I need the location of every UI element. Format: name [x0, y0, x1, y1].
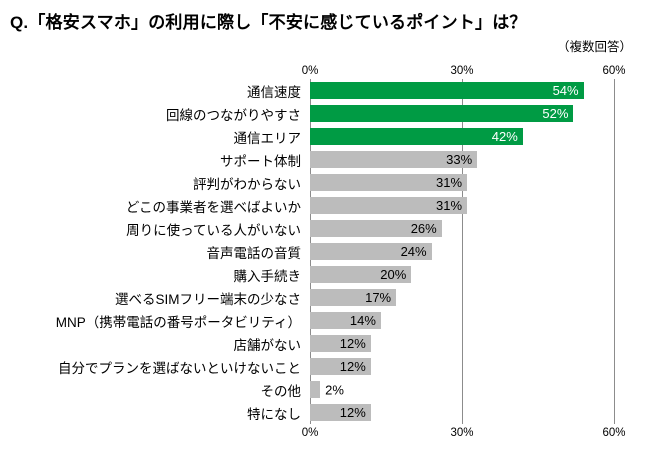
- chart-row: 評判がわからない 31%: [10, 171, 614, 194]
- bar-track: 42%: [310, 125, 614, 148]
- bar-highlighted: 54%: [310, 82, 584, 99]
- x-axis-tick: 0%: [301, 427, 319, 439]
- horizontal-bar-chart: 0% 30% 60% 通信速度 54% 回線のつながりやすさ 52% 通信エリア 42% サポー…: [10, 61, 626, 442]
- chart-note-multiple-answers: （複数回答）: [556, 40, 632, 54]
- x-axis-tick: 60%: [602, 427, 626, 439]
- bar-track: 12%: [310, 332, 614, 355]
- gridline: [462, 79, 463, 424]
- x-axis-bottom: 0% 30% 60%: [10, 424, 626, 442]
- chart-row: 自分でプランを選ばないといけないこと 12%: [10, 355, 614, 378]
- bar: 31%: [310, 174, 468, 191]
- bar: 12%: [310, 358, 371, 375]
- category-label: 通信エリア: [233, 130, 302, 146]
- value-label: 12%: [339, 359, 366, 374]
- axis-spacer: [10, 61, 310, 79]
- chart-row: 特になし 12%: [10, 401, 614, 424]
- category-label: 通信速度: [247, 84, 301, 100]
- category-label: 選べるSIMフリー端末の少なさ: [114, 291, 301, 307]
- category-label: どこの事業者を選べばよいか: [125, 199, 301, 215]
- category-label: 回線のつながりやすさ: [166, 107, 301, 123]
- value-label: 14%: [349, 313, 376, 328]
- chart-row: 通信エリア 42%: [10, 125, 614, 148]
- chart-row: 通信速度 54%: [10, 79, 614, 102]
- bar-track: 31%: [310, 194, 614, 217]
- category-label: 評判がわからない: [193, 176, 301, 192]
- bar-track: 17%: [310, 286, 614, 309]
- axis-spacer: [10, 424, 310, 442]
- chart-row: 店舗がない 12%: [10, 332, 614, 355]
- bar-rows: 通信速度 54% 回線のつながりやすさ 52% 通信エリア 42% サポート体制 33% 評判が…: [10, 79, 614, 424]
- value-label: 33%: [446, 152, 473, 167]
- category-label: 自分でプランを選ばないといけないこと: [58, 360, 301, 376]
- chart-row: 音声電話の音質 24%: [10, 240, 614, 263]
- chart-row: 選べるSIMフリー端末の少なさ 17%: [10, 286, 614, 309]
- bar-highlighted: 52%: [310, 105, 574, 122]
- value-label: 42%: [491, 129, 518, 144]
- value-label: 2%: [325, 382, 344, 397]
- bar-track: 2%: [310, 378, 614, 401]
- x-axis-top-ticks: 0% 30% 60%: [302, 61, 626, 79]
- bar-track: 33%: [310, 148, 614, 171]
- x-axis-bottom-ticks: 0% 30% 60%: [302, 424, 626, 442]
- category-label: MNP（携帯電話の番号ポータビリティ）: [55, 314, 301, 330]
- chart-title: Q.「格安スマホ」の利用に際し「不安に感じているポイント」は？: [10, 13, 527, 32]
- plot-area: 通信速度 54% 回線のつながりやすさ 52% 通信エリア 42% サポート体制 33% 評判が…: [10, 79, 615, 424]
- category-label: 店舗がない: [233, 337, 302, 353]
- x-axis-top: 0% 30% 60%: [10, 61, 626, 79]
- value-label: 54%: [552, 83, 579, 98]
- bar-track: 20%: [310, 263, 614, 286]
- value-label: 31%: [436, 198, 463, 213]
- value-label: 24%: [400, 244, 427, 259]
- bar: 33%: [310, 151, 478, 168]
- chart-header: Q.「格安スマホ」の利用に際し「不安に感じているポイント」は？ （複数回答）: [0, 0, 650, 55]
- category-label: 周りに使っている人がいない: [126, 222, 301, 238]
- bar-track: 14%: [310, 309, 614, 332]
- value-label: 31%: [436, 175, 463, 190]
- bar: 14%: [310, 312, 381, 329]
- value-label: 12%: [339, 336, 366, 351]
- chart-row: 回線のつながりやすさ 52%: [10, 102, 614, 125]
- bar-track: 52%: [310, 102, 614, 125]
- bar-track: 24%: [310, 240, 614, 263]
- bar: 12%: [310, 404, 371, 421]
- bar-track: 12%: [310, 401, 614, 424]
- bar-track: 12%: [310, 355, 614, 378]
- x-axis-tick: 60%: [602, 65, 626, 77]
- x-axis-tick: 30%: [450, 65, 474, 77]
- chart-row: 周りに使っている人がいない 26%: [10, 217, 614, 240]
- bar: 24%: [310, 243, 432, 260]
- bar: 12%: [310, 335, 371, 352]
- category-label: サポート体制: [220, 153, 301, 169]
- category-label: その他: [260, 383, 302, 399]
- value-label: 12%: [339, 405, 366, 420]
- bar-track: 31%: [310, 171, 614, 194]
- category-label: 購入手続き: [233, 268, 302, 284]
- chart-page: Q.「格安スマホ」の利用に際し「不安に感じているポイント」は？ （複数回答） 0…: [0, 0, 650, 442]
- bar-highlighted: 42%: [310, 128, 523, 145]
- chart-row: どこの事業者を選べばよいか 31%: [10, 194, 614, 217]
- bar-track: 54%: [310, 79, 614, 102]
- bar: [310, 381, 321, 398]
- bar: 20%: [310, 266, 412, 283]
- chart-row: サポート体制 33%: [10, 148, 614, 171]
- chart-row: 購入手続き 20%: [10, 263, 614, 286]
- gridline: [614, 79, 615, 424]
- bar-track: 26%: [310, 217, 614, 240]
- bar: 31%: [310, 197, 468, 214]
- bar: 17%: [310, 289, 397, 306]
- category-label: 特になし: [247, 406, 301, 422]
- value-label: 17%: [365, 290, 392, 305]
- chart-row: その他 2%: [10, 378, 614, 401]
- bar: 26%: [310, 220, 442, 237]
- chart-row: MNP（携帯電話の番号ポータビリティ） 14%: [10, 309, 614, 332]
- value-label: 52%: [542, 106, 569, 121]
- x-axis-tick: 0%: [301, 65, 319, 77]
- value-label: 20%: [380, 267, 407, 282]
- value-label: 26%: [410, 221, 437, 236]
- category-label: 音声電話の音質: [206, 245, 302, 261]
- x-axis-tick: 30%: [450, 427, 474, 439]
